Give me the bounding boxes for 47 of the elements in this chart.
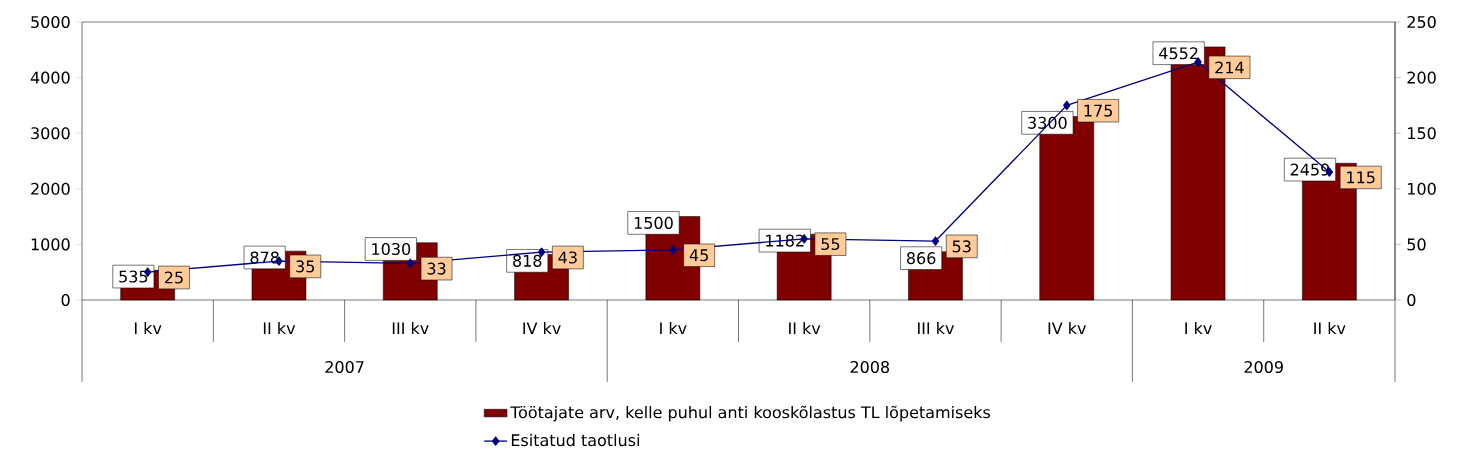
- legend-label: Esitatud taotlusi: [511, 433, 639, 447]
- data-label: 866: [906, 252, 936, 265]
- x-tick-label: II kv: [1314, 321, 1346, 335]
- y-tick-label: 0: [61, 293, 70, 307]
- text: 2009: [1244, 360, 1283, 374]
- data-label: 4552: [1159, 47, 1198, 60]
- text: 2007: [325, 360, 364, 374]
- data-label: 33: [427, 262, 446, 275]
- x-tick-label: I kv: [134, 321, 162, 335]
- data-label: 818: [513, 254, 542, 267]
- x-tick-label: II kv: [263, 321, 296, 335]
- data-label: 535: [119, 270, 148, 283]
- x-tick-label: IV kv: [523, 321, 561, 335]
- x-tick-label: II kv: [789, 321, 821, 335]
- data-label: 115: [1347, 171, 1375, 184]
- data-label: 1030: [372, 242, 411, 256]
- data-label: 35: [296, 260, 315, 273]
- data-label: 43: [558, 251, 577, 264]
- point: [931, 236, 940, 246]
- y-tick-label: 3000: [31, 127, 70, 140]
- x-tick-label: III kv: [918, 321, 954, 335]
- data-label: 45: [689, 249, 708, 262]
- y2-tick-label: 150: [1408, 127, 1436, 140]
- y-tick-label: 4000: [30, 71, 70, 84]
- data-label: 25: [164, 271, 183, 284]
- y-tick-label: 2000: [31, 182, 70, 195]
- point: [669, 245, 677, 255]
- point: [406, 258, 414, 268]
- y2-tick-label: 100: [1408, 182, 1436, 195]
- data-label: 53: [952, 240, 971, 253]
- y2-tick-label: 200: [1407, 71, 1436, 84]
- y2-tick-label: 250: [1407, 15, 1436, 29]
- data-label: 55: [821, 238, 840, 251]
- data-label: 214: [1215, 61, 1244, 74]
- y2-tick-label: 50: [1407, 238, 1426, 251]
- x-tick-label: I kv: [660, 321, 687, 335]
- legend-label: Töötajate arv, kelle puhul anti kooskõlastus TL lõpetamiseks: [510, 405, 991, 422]
- data-label: 1500: [634, 216, 673, 229]
- point: [1063, 100, 1071, 111]
- x-tick-label: IV kv: [1048, 321, 1087, 335]
- y-tick-label: 1000: [31, 238, 70, 251]
- x-tick-label: III kv: [392, 321, 429, 335]
- text: 2008: [850, 360, 890, 374]
- data-label: 175: [1084, 104, 1112, 117]
- x-tick-label: I kv: [1185, 321, 1212, 335]
- y2-tick-label: 0: [1407, 293, 1416, 307]
- y-tick-label: 5000: [31, 15, 70, 29]
